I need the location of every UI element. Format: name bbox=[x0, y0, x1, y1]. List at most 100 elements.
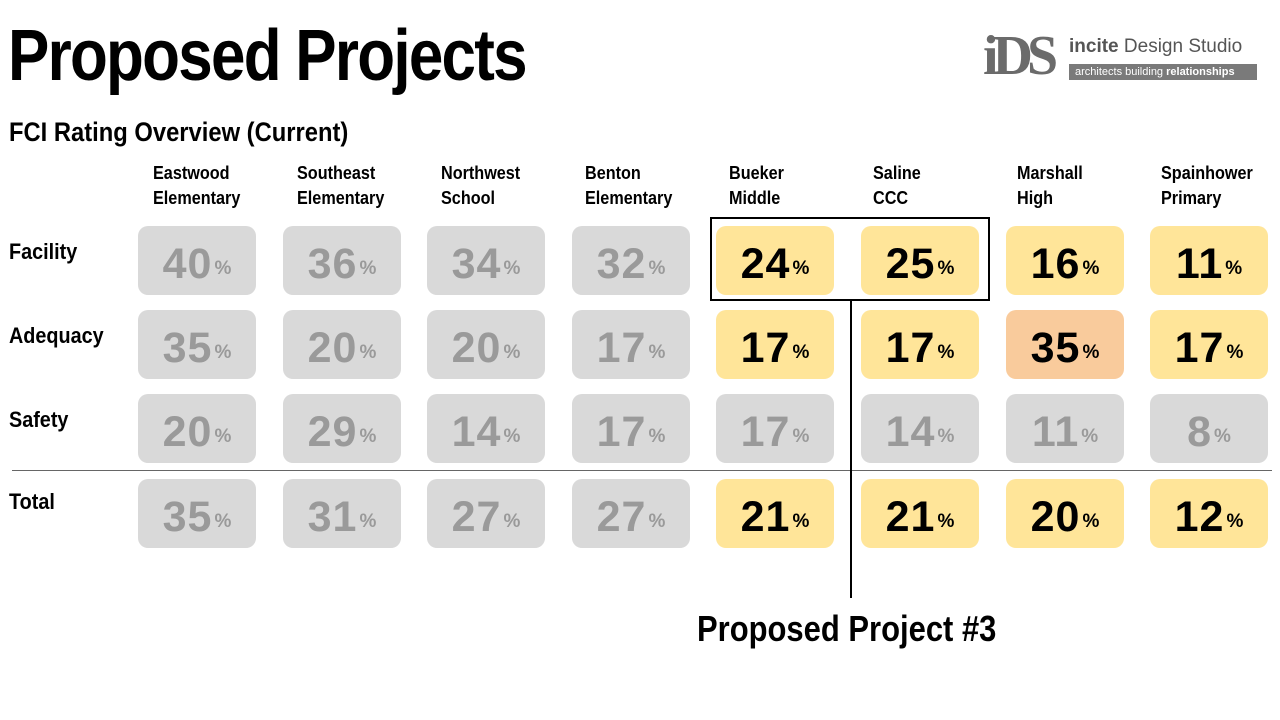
rating-value: 17 bbox=[885, 323, 936, 372]
logo-tagline: architects building relationships bbox=[1069, 64, 1257, 80]
logo-name-bold: incite bbox=[1069, 36, 1119, 57]
logo-tagline-bold: relationships bbox=[1166, 66, 1235, 78]
rating-value: 20 bbox=[1030, 492, 1081, 541]
percent-sign: % bbox=[359, 425, 377, 447]
rating-value: 27 bbox=[596, 492, 647, 541]
percent-sign: % bbox=[648, 257, 666, 279]
rating-cell: 24% bbox=[716, 226, 834, 295]
percent-sign: % bbox=[359, 510, 377, 532]
column-header-line1: Bueker bbox=[729, 163, 784, 183]
rating-cell: 12% bbox=[1150, 479, 1268, 548]
rating-value: 35 bbox=[162, 323, 213, 372]
rating-cell: 17% bbox=[1150, 310, 1268, 379]
row-label: Facility bbox=[9, 239, 78, 264]
rating-cell: 21% bbox=[861, 479, 979, 548]
rating-value: 11 bbox=[1175, 239, 1224, 288]
percent-sign: % bbox=[648, 341, 666, 363]
column-header-line1: Marshall bbox=[1017, 163, 1083, 183]
page-subtitle: FCI Rating Overview (Current) bbox=[9, 117, 349, 147]
column-header: Northwest School bbox=[441, 161, 558, 211]
rating-cell: 20% bbox=[427, 310, 545, 379]
percent-sign: % bbox=[1081, 425, 1099, 447]
column-header-line2: School bbox=[441, 188, 496, 208]
column-header-line2: Primary bbox=[1161, 188, 1222, 208]
rating-cell: 17% bbox=[572, 394, 690, 463]
rating-cell: 21% bbox=[716, 479, 834, 548]
logo-name: incite Design Studio bbox=[1069, 36, 1242, 58]
percent-sign: % bbox=[937, 425, 955, 447]
rating-value: 31 bbox=[307, 492, 358, 541]
rating-value: 8 bbox=[1187, 407, 1212, 456]
rating-cell: 20% bbox=[283, 310, 401, 379]
rating-value: 36 bbox=[307, 239, 358, 288]
rating-value: 12 bbox=[1174, 492, 1225, 541]
column-header-line2: Elementary bbox=[153, 188, 241, 208]
rating-value: 14 bbox=[451, 407, 502, 456]
row-label: Safety bbox=[9, 407, 69, 432]
rating-value: 20 bbox=[162, 407, 213, 456]
rating-value: 40 bbox=[162, 239, 213, 288]
column-header-line1: Southeast bbox=[297, 163, 376, 183]
rating-value: 20 bbox=[307, 323, 358, 372]
percent-sign: % bbox=[359, 341, 377, 363]
logo-tagline-plain: architects building bbox=[1075, 66, 1167, 78]
percent-sign: % bbox=[1226, 510, 1244, 532]
percent-sign: % bbox=[1214, 425, 1231, 447]
column-header-line1: Benton bbox=[585, 163, 641, 183]
rating-cell: 25% bbox=[861, 226, 979, 295]
percent-sign: % bbox=[792, 425, 810, 447]
rating-value: 35 bbox=[162, 492, 213, 541]
rating-value: 34 bbox=[451, 239, 502, 288]
percent-sign: % bbox=[1082, 257, 1100, 279]
column-header: Marshall High bbox=[1017, 161, 1134, 211]
percent-sign: % bbox=[937, 510, 955, 532]
percent-sign: % bbox=[792, 341, 810, 363]
proposed-project-highlight bbox=[710, 217, 990, 301]
column-header-line1: Eastwood bbox=[153, 163, 230, 183]
rating-cell: 36% bbox=[283, 226, 401, 295]
rating-value: 17 bbox=[596, 323, 647, 372]
rating-cell: 16% bbox=[1006, 226, 1124, 295]
rating-cell: 35% bbox=[138, 310, 256, 379]
rating-value: 32 bbox=[596, 239, 647, 288]
rating-value: 11 bbox=[1031, 407, 1080, 456]
column-header-line2: Elementary bbox=[297, 188, 385, 208]
rating-cell: 11% bbox=[1006, 394, 1124, 463]
rating-value: 29 bbox=[307, 407, 358, 456]
rating-cell: 20% bbox=[1006, 479, 1124, 548]
rating-value: 27 bbox=[451, 492, 502, 541]
rating-value: 21 bbox=[885, 492, 936, 541]
rating-cell: 35% bbox=[138, 479, 256, 548]
rating-value: 17 bbox=[1174, 323, 1225, 372]
rating-cell: 17% bbox=[716, 394, 834, 463]
percent-sign: % bbox=[937, 257, 955, 279]
column-header: Spainhower Primary bbox=[1161, 161, 1278, 211]
column-header: Eastwood Elementary bbox=[153, 161, 270, 211]
rating-cell: 17% bbox=[716, 310, 834, 379]
rating-value: 24 bbox=[740, 239, 791, 288]
rating-cell: 27% bbox=[572, 479, 690, 548]
page-title: Proposed Projects bbox=[8, 16, 528, 96]
rating-value: 21 bbox=[740, 492, 791, 541]
total-divider bbox=[12, 470, 1272, 471]
callout-line bbox=[850, 301, 852, 598]
column-header-line1: Northwest bbox=[441, 163, 521, 183]
rating-cell: 31% bbox=[283, 479, 401, 548]
percent-sign: % bbox=[792, 510, 810, 532]
rating-cell: 14% bbox=[861, 394, 979, 463]
percent-sign: % bbox=[214, 257, 232, 279]
percent-sign: % bbox=[503, 257, 521, 279]
rating-value: 25 bbox=[885, 239, 936, 288]
percent-sign: % bbox=[503, 425, 521, 447]
rating-cell: 34% bbox=[427, 226, 545, 295]
column-header: Southeast Elementary bbox=[297, 161, 414, 211]
rating-value: 17 bbox=[740, 407, 791, 456]
row-label: Total bbox=[9, 489, 55, 514]
rating-value: 14 bbox=[885, 407, 936, 456]
rating-cell: 14% bbox=[427, 394, 545, 463]
rating-cell: 29% bbox=[283, 394, 401, 463]
percent-sign: % bbox=[937, 341, 955, 363]
column-header-line2: Elementary bbox=[585, 188, 673, 208]
percent-sign: % bbox=[1082, 341, 1100, 363]
rating-cell: 17% bbox=[572, 310, 690, 379]
